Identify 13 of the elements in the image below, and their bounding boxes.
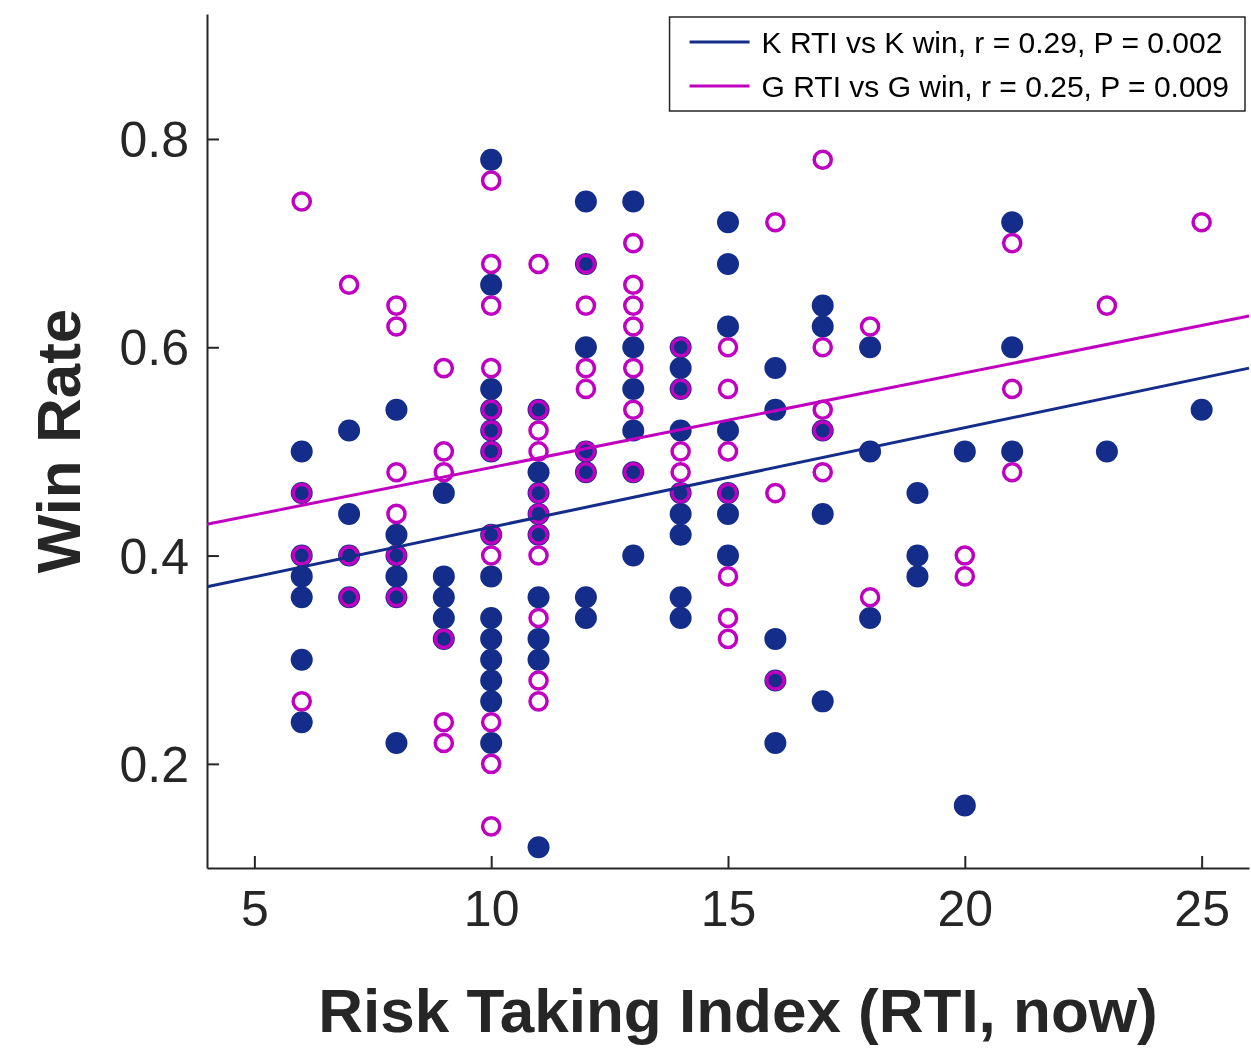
x-tick-label: 15 — [700, 880, 757, 937]
y-tick-label: 0.4 — [119, 528, 189, 585]
x-tick-label: 5 — [240, 880, 269, 937]
x-tick-label: 25 — [1174, 880, 1230, 937]
x-tick-label: 10 — [463, 880, 520, 937]
y-tick-label: 0.6 — [119, 320, 189, 377]
x-tick-label: 20 — [937, 880, 994, 937]
legend-label: G RTI vs G win, r = 0.25, P = 0.009 — [761, 69, 1229, 103]
y-tick-label: 0.8 — [119, 111, 189, 168]
legend-label: K RTI vs K win, r = 0.29, P = 0.002 — [761, 25, 1223, 59]
y-tick-label: 0.2 — [119, 736, 189, 793]
y-axis-title: Win Rate — [24, 308, 93, 574]
x-axis-title: Risk Taking Index (RTI, now) — [318, 976, 1158, 1045]
